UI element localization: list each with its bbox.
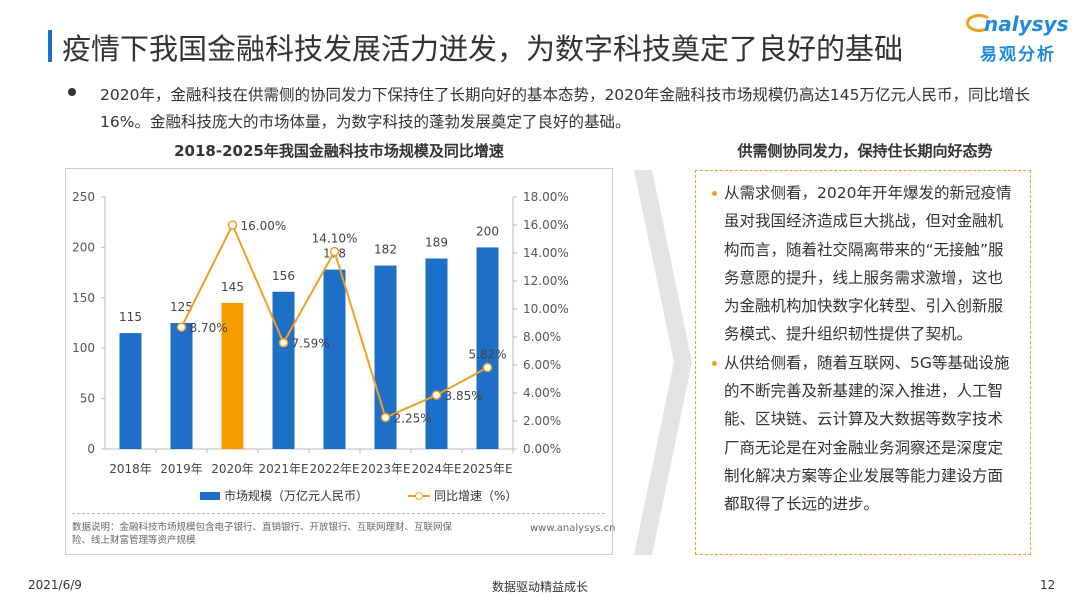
bar-2023年E: [374, 265, 397, 449]
right-tick-label: 14.00%: [523, 246, 569, 260]
x-tick-label: 2025年E: [462, 462, 512, 476]
right-tick-label: 0.00%: [523, 442, 561, 456]
growth-point-2021年E: [278, 337, 289, 348]
supply-side-point: 从供给侧看，随着互联网、5G等基础设施的不断完善及新基建的深入推进，人工智能、区…: [712, 349, 1018, 519]
bar-2020年: [221, 302, 244, 449]
legend-label: 同比增速（%）: [434, 489, 518, 503]
logo-cn: 易观分析: [980, 45, 1056, 65]
right-tick-label: 4.00%: [523, 386, 561, 400]
bar-2025年E: [476, 247, 499, 449]
legend-bar-swatch-icon: [200, 491, 220, 500]
demand-side-point: 从需求侧看，2020年开年爆发的新冠疫情虽对我国经济造成巨大挑战，但对金融机构而…: [712, 179, 1018, 349]
x-tick-label: 2021年E: [258, 462, 308, 476]
left-tick-label: 250: [72, 190, 95, 204]
right-panel-title: 供需侧协同发力，保持住长期向好态势: [737, 142, 993, 160]
x-tick-label: 2019年: [160, 462, 203, 476]
footer-date: 2021/6/9: [28, 578, 82, 592]
page-number: 12: [1040, 578, 1056, 592]
left-tick-label: 0: [87, 442, 95, 456]
growth-value-label: 3.85%: [445, 389, 483, 403]
left-tick-label: 200: [72, 240, 95, 254]
chart-legend: 市场规模（万亿元人民币） 同比增速（%）: [200, 487, 517, 504]
left-tick-label: 150: [72, 291, 95, 305]
bullet-icon: [68, 88, 76, 96]
growth-point-2024年E: [431, 390, 442, 400]
x-tick-label: 2022年E: [309, 462, 359, 476]
bar-2022年E: [323, 269, 346, 449]
right-panel: 从需求侧看，2020年开年爆发的新冠疫情虽对我国经济造成巨大挑战，但对金融机构而…: [695, 170, 1031, 555]
legend-item-bar: 市场规模（万亿元人民币）: [200, 487, 368, 504]
bar-value-label: 189: [425, 235, 448, 249]
bar-value-label: 182: [374, 243, 397, 257]
growth-value-label: 7.59%: [292, 337, 330, 351]
bar-value-label: 200: [476, 224, 499, 238]
bar-2024年E: [425, 258, 448, 449]
data-note: 数据说明：金融科技市场规模包含电子银行、直销银行、开放银行、互联网理财、互联网保…: [72, 522, 453, 546]
legend-line-swatch-icon: [408, 491, 431, 500]
left-tick-label: 100: [72, 341, 95, 355]
growth-value-label: 8.70%: [190, 321, 228, 335]
right-tick-label: 16.00%: [523, 218, 569, 232]
legend-item-line: 同比增速（%）: [408, 487, 517, 504]
bar-2021年E: [272, 291, 295, 449]
right-tick-label: 6.00%: [523, 358, 561, 372]
right-tick-label: 12.00%: [523, 274, 569, 288]
divider: [72, 513, 605, 514]
page-title: 疫情下我国金融科技发展活力迸发，为数字科技奠定了良好的基础: [62, 32, 904, 66]
right-tick-label: 10.00%: [523, 302, 569, 316]
growth-point-2020年: [227, 220, 238, 230]
x-tick-label: 2023年E: [360, 462, 410, 476]
summary-text: 2020年，金融科技在供需侧的协同发力下保持住了长期向好的基本态势，2020年金…: [100, 86, 1030, 131]
x-tick-label: 2018年: [109, 462, 152, 476]
growth-point-2023年E: [380, 412, 391, 423]
chart: 0 50 100 150 200 250 0.00% 2.00% 4.00% 6.00% 8.00%…: [72, 190, 569, 476]
growth-value-label: 14.10%: [312, 232, 358, 246]
chart-frame: [65, 168, 613, 555]
right-tick-label: 18.00%: [523, 190, 569, 204]
growth-point-2022年E: [329, 246, 340, 257]
x-tick-label: 2020年: [211, 462, 254, 476]
growth-value-label: 2.25%: [394, 412, 432, 426]
logo-swoosh-icon: [966, 14, 992, 32]
growth-point-2025年E: [482, 362, 493, 373]
bar-value-label: 115: [119, 310, 142, 324]
chart-title: 2018-2025年我国金融科技市场规模及同比增速: [174, 142, 504, 160]
legend-label: 市场规模（万亿元人民币）: [224, 489, 369, 503]
left-tick-label: 50: [80, 392, 95, 406]
growth-point-2019年: [176, 322, 187, 332]
footer-slogan: 数据驱动精益成长: [492, 580, 589, 594]
growth-value-label: 16.00%: [241, 219, 287, 233]
website-link[interactable]: www.analysys.cn: [530, 523, 616, 534]
growth-value-label: 5.82%: [468, 348, 506, 362]
right-tick-label: 8.00%: [523, 330, 561, 344]
bar-value-label: 156: [272, 269, 295, 283]
bar-2019年: [170, 323, 193, 449]
bar-2018年: [119, 333, 142, 449]
logo-en: nalysys: [984, 12, 1069, 36]
analysys-logo: nalysys 易观分析: [962, 10, 1077, 70]
arrow-icon: [634, 170, 692, 555]
title-accent-bar: [48, 30, 52, 62]
right-tick-label: 2.00%: [523, 414, 561, 428]
bar-value-label: 145: [221, 280, 244, 294]
bar-value-label: 125: [170, 300, 193, 314]
x-tick-label: 2024年E: [411, 462, 461, 476]
